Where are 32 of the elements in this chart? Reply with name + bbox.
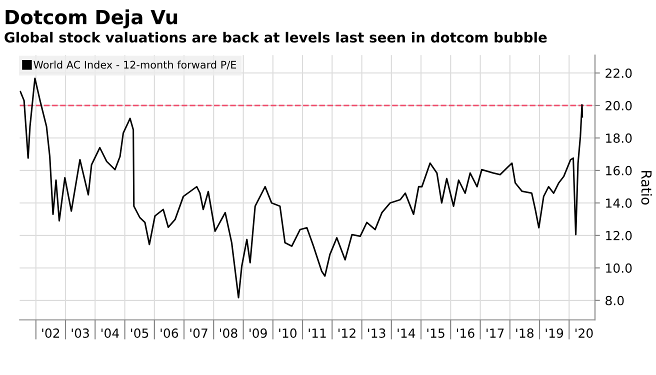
chart-title: Dotcom Deja Vu <box>6 9 178 28</box>
y-axis-title: Ratio <box>641 171 652 205</box>
y-tick-label: 14.0 <box>606 198 632 208</box>
x-tick-label: '02 <box>42 328 60 338</box>
chart-subtitle: Global stock valuations are back at levels last seen in dotcom bubble <box>4 32 547 43</box>
y-tick-label: 12.0 <box>606 230 632 240</box>
legend-label: World AC Index - 12-month forward P/E <box>34 60 236 70</box>
x-tick-label: '20 <box>575 328 593 338</box>
x-tick-label: '07 <box>190 328 208 338</box>
x-tick-label: '10 <box>279 328 297 338</box>
y-tick-label: 16.0 <box>606 166 632 176</box>
x-tick-label: '14 <box>398 328 416 338</box>
y-tick-label: 18.0 <box>606 133 632 143</box>
x-tick-label: '13 <box>368 328 386 338</box>
x-tick-label: '15 <box>427 328 444 338</box>
x-tick-label: '12 <box>338 328 356 338</box>
x-tick-label: '19 <box>546 328 564 338</box>
x-tick-label: '08 <box>220 328 238 338</box>
x-tick-label: '06 <box>160 328 178 338</box>
x-tick-label: '17 <box>486 328 504 338</box>
line-series <box>20 78 584 298</box>
x-tick-label: '11 <box>308 328 326 338</box>
y-tick-label: 8.0 <box>606 296 624 306</box>
x-tick-label: '03 <box>72 328 89 338</box>
x-tick-label: '16 <box>456 328 474 338</box>
x-tick-label: '05 <box>131 328 148 338</box>
y-tick-label: 22.0 <box>606 68 632 78</box>
x-tick-label: '18 <box>516 328 534 338</box>
y-tick-label: 10.0 <box>606 263 632 273</box>
x-tick-label: '04 <box>101 328 119 338</box>
x-tick-label: '09 <box>250 328 267 338</box>
y-tick-label: 20.0 <box>606 100 632 110</box>
